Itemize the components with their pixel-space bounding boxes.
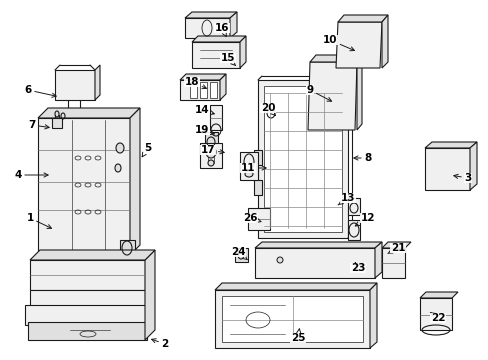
Text: 13: 13 bbox=[337, 193, 354, 205]
Text: 15: 15 bbox=[220, 53, 235, 66]
Polygon shape bbox=[240, 152, 258, 180]
Polygon shape bbox=[30, 260, 145, 290]
Polygon shape bbox=[424, 142, 476, 148]
Polygon shape bbox=[28, 322, 147, 340]
Polygon shape bbox=[215, 290, 369, 348]
Polygon shape bbox=[192, 36, 245, 42]
Text: 8: 8 bbox=[353, 153, 371, 163]
Polygon shape bbox=[120, 240, 135, 255]
Text: 9: 9 bbox=[306, 85, 331, 101]
Text: 18: 18 bbox=[184, 77, 206, 89]
Text: 1: 1 bbox=[26, 213, 51, 228]
Ellipse shape bbox=[207, 160, 214, 166]
Polygon shape bbox=[253, 150, 262, 165]
Polygon shape bbox=[204, 132, 218, 148]
Text: 16: 16 bbox=[214, 23, 229, 37]
Text: 20: 20 bbox=[260, 103, 275, 116]
Polygon shape bbox=[95, 65, 100, 100]
Text: 21: 21 bbox=[387, 243, 405, 253]
Ellipse shape bbox=[205, 146, 216, 158]
Polygon shape bbox=[347, 198, 359, 215]
Polygon shape bbox=[264, 105, 278, 120]
Polygon shape bbox=[25, 305, 150, 325]
Text: 25: 25 bbox=[290, 329, 305, 343]
Text: 4: 4 bbox=[14, 170, 48, 180]
Polygon shape bbox=[145, 250, 155, 340]
Polygon shape bbox=[200, 82, 206, 98]
Polygon shape bbox=[38, 108, 140, 118]
Polygon shape bbox=[424, 148, 469, 190]
Text: 12: 12 bbox=[355, 213, 374, 226]
Text: 26: 26 bbox=[242, 213, 261, 223]
Polygon shape bbox=[469, 142, 476, 190]
Polygon shape bbox=[381, 248, 404, 278]
Polygon shape bbox=[209, 82, 217, 98]
Polygon shape bbox=[264, 86, 341, 232]
Polygon shape bbox=[130, 108, 140, 255]
Polygon shape bbox=[30, 290, 145, 310]
Polygon shape bbox=[180, 74, 225, 80]
Polygon shape bbox=[222, 296, 362, 342]
Polygon shape bbox=[215, 283, 376, 290]
Polygon shape bbox=[369, 283, 376, 348]
Polygon shape bbox=[229, 12, 237, 38]
Polygon shape bbox=[419, 292, 457, 298]
Ellipse shape bbox=[116, 143, 124, 153]
Polygon shape bbox=[38, 118, 130, 255]
Polygon shape bbox=[52, 118, 62, 128]
Polygon shape bbox=[381, 242, 410, 248]
Polygon shape bbox=[337, 15, 387, 22]
Polygon shape bbox=[30, 250, 155, 260]
Polygon shape bbox=[347, 220, 359, 240]
Polygon shape bbox=[247, 208, 269, 230]
Polygon shape bbox=[55, 70, 95, 100]
Polygon shape bbox=[209, 105, 222, 130]
Polygon shape bbox=[220, 74, 225, 100]
Polygon shape bbox=[200, 143, 222, 168]
Text: 19: 19 bbox=[194, 125, 214, 135]
Polygon shape bbox=[374, 242, 381, 278]
Polygon shape bbox=[180, 80, 220, 100]
Polygon shape bbox=[254, 242, 381, 248]
Text: 17: 17 bbox=[200, 145, 224, 155]
Ellipse shape bbox=[244, 171, 252, 177]
Text: 24: 24 bbox=[230, 247, 246, 260]
Polygon shape bbox=[235, 248, 247, 262]
Polygon shape bbox=[309, 55, 361, 62]
Polygon shape bbox=[381, 15, 387, 68]
Polygon shape bbox=[258, 80, 347, 238]
Text: 7: 7 bbox=[28, 120, 49, 130]
Polygon shape bbox=[190, 82, 197, 98]
Text: 23: 23 bbox=[350, 262, 365, 273]
Polygon shape bbox=[254, 248, 374, 278]
Polygon shape bbox=[240, 36, 245, 68]
Text: 14: 14 bbox=[194, 105, 214, 115]
Ellipse shape bbox=[115, 164, 121, 172]
Text: 10: 10 bbox=[322, 35, 354, 51]
Polygon shape bbox=[184, 18, 229, 38]
Polygon shape bbox=[419, 298, 451, 330]
Text: 11: 11 bbox=[240, 163, 265, 173]
Ellipse shape bbox=[276, 257, 283, 263]
Polygon shape bbox=[253, 180, 262, 195]
Polygon shape bbox=[192, 42, 240, 68]
Text: 3: 3 bbox=[453, 173, 470, 183]
Text: 6: 6 bbox=[24, 85, 56, 97]
Polygon shape bbox=[356, 55, 361, 130]
Polygon shape bbox=[307, 62, 356, 130]
Text: 22: 22 bbox=[430, 312, 445, 323]
Polygon shape bbox=[335, 22, 381, 68]
Polygon shape bbox=[184, 12, 237, 18]
Text: 5: 5 bbox=[142, 143, 151, 157]
Text: 2: 2 bbox=[151, 339, 168, 349]
